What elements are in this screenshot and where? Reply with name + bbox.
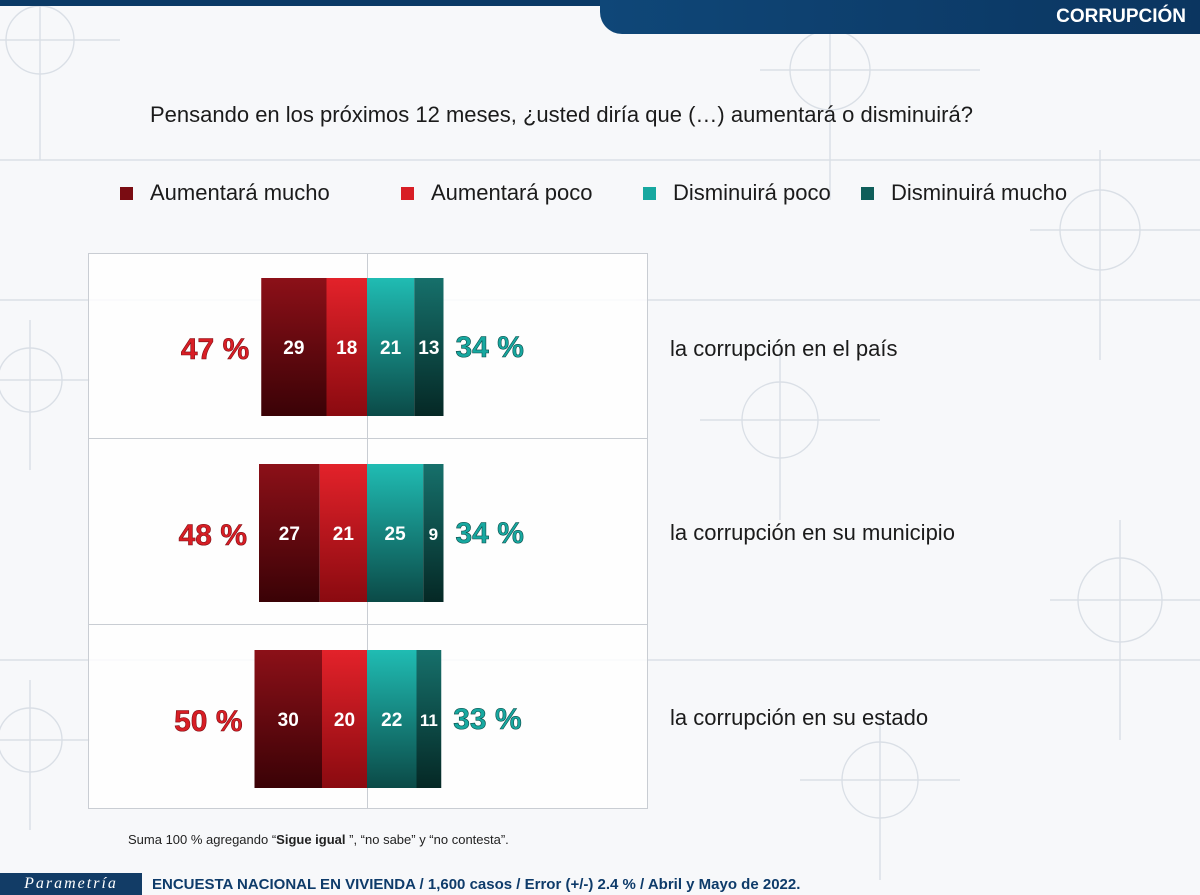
- legend-item-disminuira-mucho: Disminuirá mucho: [861, 180, 1067, 206]
- legend-swatch: [861, 186, 874, 200]
- legend-swatch: [401, 186, 414, 200]
- category-label: la corrupción en el país: [670, 336, 898, 361]
- footnote-after: ”, “no sabe” y “no contesta”.: [345, 832, 509, 847]
- category-label: la corrupción en su municipio: [670, 520, 955, 545]
- footnote-bold: Sigue igual: [276, 832, 346, 847]
- row-divider: [89, 438, 647, 439]
- legend-label: Aumentará mucho: [150, 180, 330, 205]
- legend-item-aumentara-poco: Aumentará poco: [401, 180, 592, 206]
- legend-label: Disminuirá poco: [673, 180, 831, 205]
- row-divider: [89, 624, 647, 625]
- section-title: CORRUPCIÓN: [1056, 6, 1186, 27]
- legend-swatch: [120, 186, 133, 200]
- legend-item-disminuira-poco: Disminuirá poco: [643, 180, 831, 206]
- question-title: Pensando en los próximos 12 meses, ¿uste…: [150, 102, 973, 127]
- footnote: Suma 100 % agregando “Sigue igual ”, “no…: [128, 832, 509, 847]
- survey-info: ENCUESTA NACIONAL EN VIVIENDA / 1,600 ca…: [152, 876, 801, 893]
- section-title-tab: CORRUPCIÓN: [600, 0, 1200, 34]
- parametria-logo: Parametría: [0, 873, 142, 895]
- legend-label: Aumentará poco: [431, 180, 593, 205]
- footnote-before: Suma 100 % agregando “: [128, 832, 277, 847]
- chart-center-line: [367, 254, 368, 808]
- chart-legend: Aumentará mucho Aumentará poco Disminuir…: [0, 180, 1200, 210]
- legend-swatch: [643, 186, 656, 200]
- brand-name: Parametría: [24, 875, 118, 892]
- legend-label: Disminuirá mucho: [891, 180, 1068, 205]
- chart-frame: [88, 253, 648, 809]
- category-label: la corrupción en su estado: [670, 705, 929, 730]
- legend-item-aumentara-mucho: Aumentará mucho: [120, 180, 330, 206]
